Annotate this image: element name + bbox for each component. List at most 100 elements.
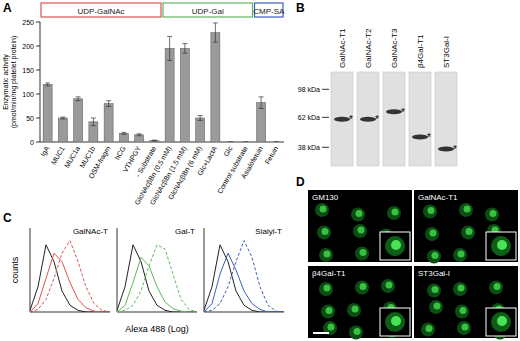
cell xyxy=(427,250,441,264)
x-tick-label: MUC1 xyxy=(50,145,66,166)
bar xyxy=(180,48,189,142)
error-bar xyxy=(45,83,50,86)
blot-smear xyxy=(409,72,431,166)
cell-signal xyxy=(466,228,473,235)
inset-cell xyxy=(491,236,511,256)
error-cap xyxy=(106,100,111,101)
band-marker: * xyxy=(427,132,431,143)
cell-signal xyxy=(430,230,437,237)
cell xyxy=(317,226,331,240)
cell-signal xyxy=(434,303,441,310)
lane-label: ST3Gal-I xyxy=(442,36,451,68)
band xyxy=(360,117,376,122)
marker-label: 62 kDa xyxy=(298,114,320,121)
cell-signal xyxy=(428,207,435,214)
band xyxy=(334,117,350,122)
error-cap xyxy=(274,142,279,143)
cell-signal xyxy=(360,249,367,256)
y-axis-label: counts xyxy=(10,256,20,283)
lane-label: β4Gal-T1 xyxy=(416,34,425,68)
cell-signal xyxy=(462,324,469,331)
inset xyxy=(380,232,410,260)
cell-signal xyxy=(354,328,361,335)
error-bar xyxy=(60,117,65,119)
image-background xyxy=(308,190,412,262)
y-tick-label: 0 xyxy=(30,139,34,146)
bar xyxy=(119,133,128,142)
error-cap xyxy=(228,142,233,143)
cell xyxy=(427,284,441,298)
histogram-line xyxy=(117,245,197,312)
image-label: GalNAc-T1 xyxy=(418,193,458,202)
bar xyxy=(165,48,174,142)
cell xyxy=(425,227,439,241)
cell xyxy=(457,321,471,335)
error-bar xyxy=(121,132,126,134)
marker-tick xyxy=(322,147,329,148)
error-bar xyxy=(137,134,142,136)
cell-signal xyxy=(460,307,467,314)
cell xyxy=(459,203,473,217)
y-tick-label: 50 xyxy=(26,115,34,122)
bar xyxy=(226,142,235,143)
cell-signal xyxy=(322,228,329,235)
figure: AEnzymatic activity(pmol/min/mg platelet… xyxy=(0,0,520,341)
micrograph: GalNAc-T1 xyxy=(414,190,518,264)
band-marker: * xyxy=(453,144,457,155)
cell xyxy=(453,282,467,296)
error-bar xyxy=(152,140,157,142)
x-tick-label: Asialofetuin xyxy=(240,145,264,180)
cell xyxy=(353,224,367,238)
cell xyxy=(461,226,475,240)
error-bar xyxy=(76,97,81,101)
error-cap xyxy=(213,42,218,43)
error-cap xyxy=(182,53,187,54)
curves xyxy=(117,245,197,312)
error-cap xyxy=(243,142,248,143)
bar xyxy=(43,84,52,142)
bar xyxy=(241,142,250,143)
error-bar xyxy=(274,142,279,143)
band xyxy=(438,146,454,151)
error-cap xyxy=(213,22,218,23)
error-cap xyxy=(45,85,50,86)
marker-label: 98 kDa xyxy=(298,86,320,93)
error-cap xyxy=(167,60,172,61)
y-tick-label: 100 xyxy=(22,91,34,98)
x-tick-label: hCG xyxy=(113,145,126,161)
histogram-line xyxy=(204,241,284,312)
bar xyxy=(150,141,159,142)
bar xyxy=(196,118,205,142)
blot-smear xyxy=(331,72,353,166)
y-tick-label: 200 xyxy=(22,43,34,50)
bars xyxy=(43,23,279,142)
bar xyxy=(104,104,113,142)
y-axis xyxy=(40,22,41,142)
cell-signal xyxy=(432,252,439,259)
error-cap xyxy=(91,118,96,119)
error-stem xyxy=(261,97,262,109)
error-cap xyxy=(198,115,203,116)
bar xyxy=(211,33,220,142)
x-tick-label: Fetuin xyxy=(263,145,279,165)
histogram-line xyxy=(30,253,110,312)
cell xyxy=(421,323,435,337)
cell-signal xyxy=(494,283,501,290)
error-cap xyxy=(243,142,248,143)
image-label: β4Gal-T1 xyxy=(312,269,346,278)
curves xyxy=(30,241,110,312)
y-tick-label: 250 xyxy=(22,19,34,26)
cell xyxy=(315,203,329,217)
blot-strip xyxy=(435,72,457,166)
inset xyxy=(486,232,516,260)
cell-signal xyxy=(490,210,497,217)
band xyxy=(386,109,402,114)
cell-signal xyxy=(324,285,331,292)
cell xyxy=(351,208,365,222)
cell-signal xyxy=(386,282,393,289)
error-cap xyxy=(228,142,233,143)
cell-signal xyxy=(358,227,365,234)
histogram-line xyxy=(204,245,284,312)
y-tick-label: 150 xyxy=(22,67,34,74)
histogram-line xyxy=(204,253,284,312)
